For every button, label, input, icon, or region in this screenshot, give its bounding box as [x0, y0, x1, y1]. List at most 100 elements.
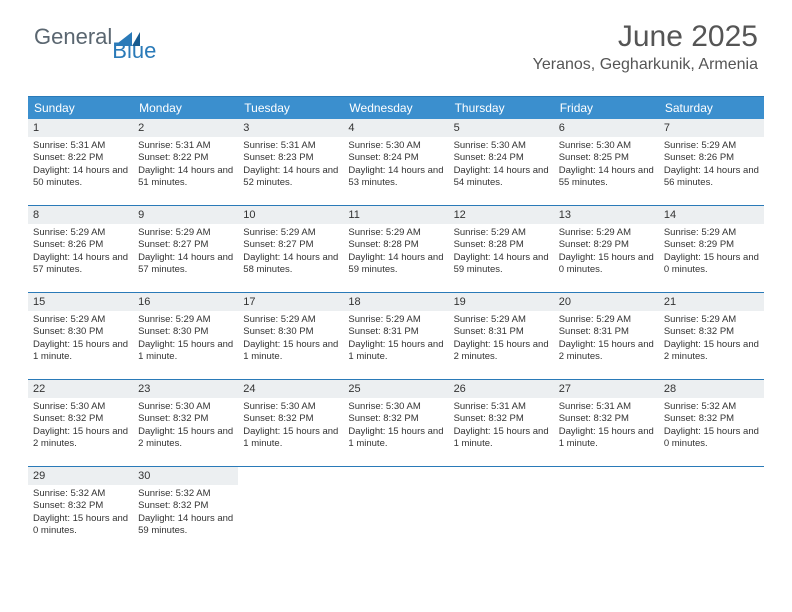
day-cell: 13Sunrise: 5:29 AMSunset: 8:29 PMDayligh… — [554, 206, 659, 292]
day-number: 6 — [554, 119, 659, 137]
weekday-header: Tuesday — [238, 97, 343, 119]
daylight-line: Daylight: 14 hours and 57 minutes. — [33, 252, 128, 277]
daylight-line: Daylight: 15 hours and 0 minutes. — [664, 252, 759, 277]
day-info: Sunrise: 5:31 AMSunset: 8:32 PMDaylight:… — [554, 398, 659, 456]
day-number: 9 — [133, 206, 238, 224]
sunrise-line: Sunrise: 5:30 AM — [348, 140, 443, 152]
day-info: Sunrise: 5:29 AMSunset: 8:30 PMDaylight:… — [133, 311, 238, 369]
sunset-line: Sunset: 8:26 PM — [664, 152, 759, 164]
day-number: 24 — [238, 380, 343, 398]
daylight-line: Daylight: 15 hours and 0 minutes. — [33, 513, 128, 538]
day-number: 19 — [449, 293, 554, 311]
day-number: 5 — [449, 119, 554, 137]
daylight-line: Daylight: 15 hours and 0 minutes. — [559, 252, 654, 277]
location-subtitle: Yeranos, Gegharkunik, Armenia — [533, 56, 758, 74]
daylight-line: Daylight: 15 hours and 2 minutes. — [138, 426, 233, 451]
sunset-line: Sunset: 8:23 PM — [243, 152, 338, 164]
daylight-line: Daylight: 15 hours and 0 minutes. — [664, 426, 759, 451]
sunset-line: Sunset: 8:31 PM — [348, 326, 443, 338]
weekday-header: Monday — [133, 97, 238, 119]
day-cell: 4Sunrise: 5:30 AMSunset: 8:24 PMDaylight… — [343, 119, 448, 205]
daylight-line: Daylight: 15 hours and 2 minutes. — [33, 426, 128, 451]
weekday-header: Wednesday — [343, 97, 448, 119]
sunrise-line: Sunrise: 5:30 AM — [348, 401, 443, 413]
day-cell: 18Sunrise: 5:29 AMSunset: 8:31 PMDayligh… — [343, 293, 448, 379]
sunrise-line: Sunrise: 5:29 AM — [33, 227, 128, 239]
day-info: Sunrise: 5:32 AMSunset: 8:32 PMDaylight:… — [133, 485, 238, 543]
sunrise-line: Sunrise: 5:30 AM — [138, 401, 233, 413]
sunset-line: Sunset: 8:32 PM — [559, 413, 654, 425]
day-cell: 27Sunrise: 5:31 AMSunset: 8:32 PMDayligh… — [554, 380, 659, 466]
day-number: 15 — [28, 293, 133, 311]
day-cell: 15Sunrise: 5:29 AMSunset: 8:30 PMDayligh… — [28, 293, 133, 379]
weekday-header-row: Sunday Monday Tuesday Wednesday Thursday… — [28, 97, 764, 119]
logo-text-blue: Blue — [112, 38, 156, 64]
day-cell: 30Sunrise: 5:32 AMSunset: 8:32 PMDayligh… — [133, 467, 238, 553]
day-number: 3 — [238, 119, 343, 137]
sunset-line: Sunset: 8:31 PM — [559, 326, 654, 338]
week-row: 8Sunrise: 5:29 AMSunset: 8:26 PMDaylight… — [28, 206, 764, 293]
logo: General Blue — [34, 24, 176, 50]
sunrise-line: Sunrise: 5:29 AM — [664, 227, 759, 239]
empty-cell — [554, 467, 659, 553]
day-cell: 1Sunrise: 5:31 AMSunset: 8:22 PMDaylight… — [28, 119, 133, 205]
calendar: Sunday Monday Tuesday Wednesday Thursday… — [28, 96, 764, 553]
day-info: Sunrise: 5:29 AMSunset: 8:29 PMDaylight:… — [554, 224, 659, 282]
day-info: Sunrise: 5:31 AMSunset: 8:22 PMDaylight:… — [133, 137, 238, 195]
day-info: Sunrise: 5:32 AMSunset: 8:32 PMDaylight:… — [659, 398, 764, 456]
day-cell: 14Sunrise: 5:29 AMSunset: 8:29 PMDayligh… — [659, 206, 764, 292]
day-info: Sunrise: 5:30 AMSunset: 8:24 PMDaylight:… — [343, 137, 448, 195]
day-number: 27 — [554, 380, 659, 398]
sunrise-line: Sunrise: 5:31 AM — [243, 140, 338, 152]
day-info: Sunrise: 5:29 AMSunset: 8:29 PMDaylight:… — [659, 224, 764, 282]
daylight-line: Daylight: 14 hours and 59 minutes. — [138, 513, 233, 538]
sunrise-line: Sunrise: 5:31 AM — [559, 401, 654, 413]
sunrise-line: Sunrise: 5:32 AM — [138, 488, 233, 500]
day-cell: 25Sunrise: 5:30 AMSunset: 8:32 PMDayligh… — [343, 380, 448, 466]
daylight-line: Daylight: 14 hours and 56 minutes. — [664, 165, 759, 190]
daylight-line: Daylight: 14 hours and 59 minutes. — [348, 252, 443, 277]
day-cell: 19Sunrise: 5:29 AMSunset: 8:31 PMDayligh… — [449, 293, 554, 379]
weekday-header: Friday — [554, 97, 659, 119]
day-info: Sunrise: 5:30 AMSunset: 8:32 PMDaylight:… — [28, 398, 133, 456]
sunset-line: Sunset: 8:27 PM — [243, 239, 338, 251]
sunset-line: Sunset: 8:32 PM — [33, 500, 128, 512]
sunrise-line: Sunrise: 5:29 AM — [454, 227, 549, 239]
sunrise-line: Sunrise: 5:32 AM — [33, 488, 128, 500]
day-number: 14 — [659, 206, 764, 224]
sunset-line: Sunset: 8:32 PM — [664, 326, 759, 338]
day-cell: 23Sunrise: 5:30 AMSunset: 8:32 PMDayligh… — [133, 380, 238, 466]
sunrise-line: Sunrise: 5:31 AM — [33, 140, 128, 152]
day-cell: 7Sunrise: 5:29 AMSunset: 8:26 PMDaylight… — [659, 119, 764, 205]
day-cell: 24Sunrise: 5:30 AMSunset: 8:32 PMDayligh… — [238, 380, 343, 466]
sunrise-line: Sunrise: 5:29 AM — [138, 314, 233, 326]
week-row: 29Sunrise: 5:32 AMSunset: 8:32 PMDayligh… — [28, 467, 764, 553]
day-info: Sunrise: 5:29 AMSunset: 8:26 PMDaylight:… — [659, 137, 764, 195]
sunrise-line: Sunrise: 5:29 AM — [243, 227, 338, 239]
sunset-line: Sunset: 8:32 PM — [33, 413, 128, 425]
sunrise-line: Sunrise: 5:30 AM — [243, 401, 338, 413]
daylight-line: Daylight: 15 hours and 1 minute. — [454, 426, 549, 451]
day-cell: 11Sunrise: 5:29 AMSunset: 8:28 PMDayligh… — [343, 206, 448, 292]
sunrise-line: Sunrise: 5:29 AM — [664, 314, 759, 326]
day-number: 21 — [659, 293, 764, 311]
day-number: 10 — [238, 206, 343, 224]
day-info: Sunrise: 5:32 AMSunset: 8:32 PMDaylight:… — [28, 485, 133, 543]
sunset-line: Sunset: 8:32 PM — [138, 413, 233, 425]
sunset-line: Sunset: 8:27 PM — [138, 239, 233, 251]
day-cell: 17Sunrise: 5:29 AMSunset: 8:30 PMDayligh… — [238, 293, 343, 379]
week-row: 15Sunrise: 5:29 AMSunset: 8:30 PMDayligh… — [28, 293, 764, 380]
day-number: 30 — [133, 467, 238, 485]
sunrise-line: Sunrise: 5:29 AM — [348, 227, 443, 239]
daylight-line: Daylight: 14 hours and 55 minutes. — [559, 165, 654, 190]
sunset-line: Sunset: 8:24 PM — [454, 152, 549, 164]
day-info: Sunrise: 5:29 AMSunset: 8:30 PMDaylight:… — [28, 311, 133, 369]
sunrise-line: Sunrise: 5:29 AM — [348, 314, 443, 326]
day-info: Sunrise: 5:30 AMSunset: 8:32 PMDaylight:… — [343, 398, 448, 456]
sunrise-line: Sunrise: 5:31 AM — [138, 140, 233, 152]
weekday-header: Sunday — [28, 97, 133, 119]
day-number: 11 — [343, 206, 448, 224]
day-number: 13 — [554, 206, 659, 224]
day-number: 8 — [28, 206, 133, 224]
daylight-line: Daylight: 15 hours and 1 minute. — [348, 339, 443, 364]
